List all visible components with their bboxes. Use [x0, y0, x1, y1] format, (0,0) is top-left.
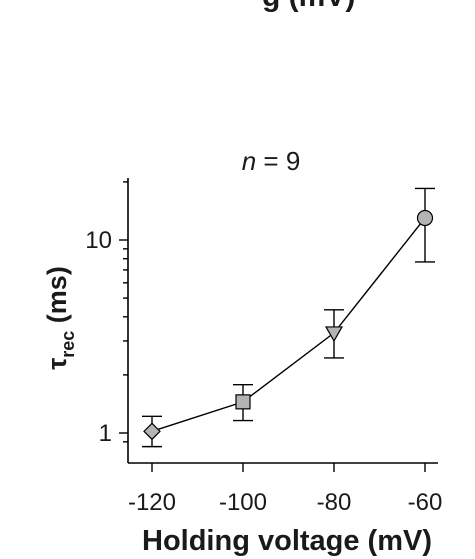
x-axis-label: Holding voltage (mV) [142, 525, 432, 557]
plot-area [142, 187, 435, 448]
data-point-square [235, 394, 251, 410]
data-point-triangle [324, 326, 344, 343]
x-tick-label: -120 [128, 489, 176, 516]
x-tick-label: -80 [317, 489, 352, 516]
x-ticks: -120 -100 -80 -60 [128, 463, 442, 516]
x-tick-label: -100 [219, 489, 267, 516]
data-point-diamond [143, 422, 161, 441]
series-line [151, 217, 426, 433]
y-tick-label: 10 [85, 227, 112, 254]
cut-off-title-fragment: g (mV) [262, 0, 355, 13]
y-tick-label: 1 [99, 420, 112, 447]
sample-size-annotation: n = 9 [242, 146, 301, 176]
axes [127, 178, 438, 464]
y-axis-label: τrec (ms) [42, 266, 78, 370]
data-point-circle [416, 209, 434, 227]
y-ticks: 1 10 [85, 181, 128, 447]
x-tick-label: -60 [408, 489, 443, 516]
